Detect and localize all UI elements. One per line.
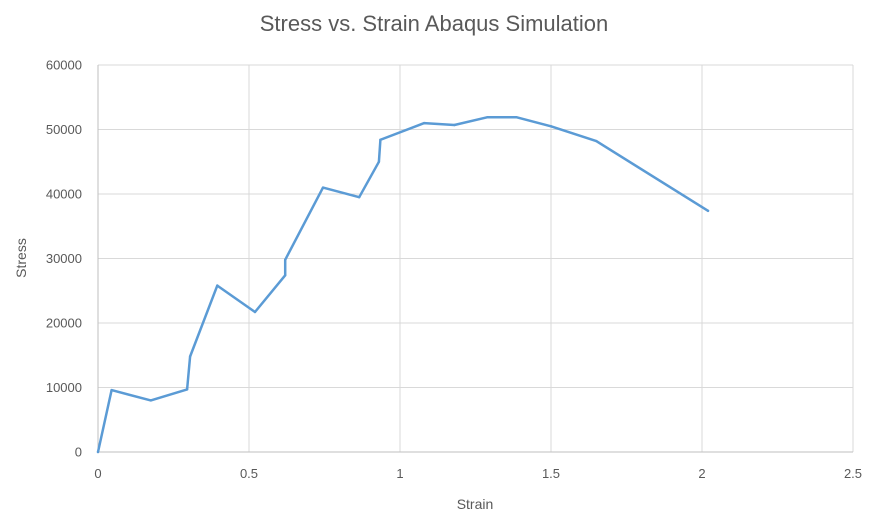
data-point <box>110 388 113 392</box>
data-point <box>549 125 553 128</box>
axes <box>97 65 853 453</box>
data-point <box>377 160 381 163</box>
data-point <box>216 284 219 287</box>
data-point <box>321 186 325 189</box>
series-layer <box>96 115 710 454</box>
data-point <box>284 274 287 277</box>
data-point <box>185 388 189 391</box>
y-tick-label: 50000 <box>46 122 82 137</box>
y-tick-label: 60000 <box>46 58 82 73</box>
y-tick-label: 20000 <box>46 316 82 331</box>
data-point <box>706 209 710 212</box>
y-gridlines <box>98 64 853 388</box>
x-tick-label: 2.5 <box>844 466 862 481</box>
x-tick-label: 2 <box>698 466 705 481</box>
x-tick-labels: 0 0.5 1 1.5 2 2.5 <box>94 466 862 481</box>
y-axis-title: Stress <box>13 238 29 278</box>
data-point <box>423 121 426 125</box>
data-point <box>253 310 257 314</box>
data-point <box>486 116 489 119</box>
data-point <box>96 450 100 454</box>
data-point <box>358 196 361 199</box>
chart-title: Stress vs. Strain Abaqus Simulation <box>260 11 609 36</box>
data-point <box>379 138 382 141</box>
y-tick-labels: 0 10000 20000 30000 40000 50000 60000 <box>46 58 82 460</box>
data-point <box>453 123 456 127</box>
data-point <box>188 355 192 358</box>
y-tick-label: 40000 <box>46 187 82 202</box>
x-axis-title: Strain <box>457 496 494 512</box>
x-tick-label: 0 <box>94 466 101 481</box>
y-tick-label: 30000 <box>46 251 82 266</box>
y-tick-label: 10000 <box>46 380 82 395</box>
x-tick-label: 1.5 <box>542 466 560 481</box>
data-point <box>149 399 152 402</box>
x-gridlines <box>248 65 854 452</box>
x-tick-label: 1 <box>396 466 403 481</box>
data-point <box>284 258 287 261</box>
data-point <box>595 139 598 143</box>
data-point <box>515 116 518 119</box>
stress-strain-series-line <box>96 115 710 454</box>
y-tick-label: 0 <box>75 445 82 460</box>
x-tick-label: 0.5 <box>240 466 258 481</box>
